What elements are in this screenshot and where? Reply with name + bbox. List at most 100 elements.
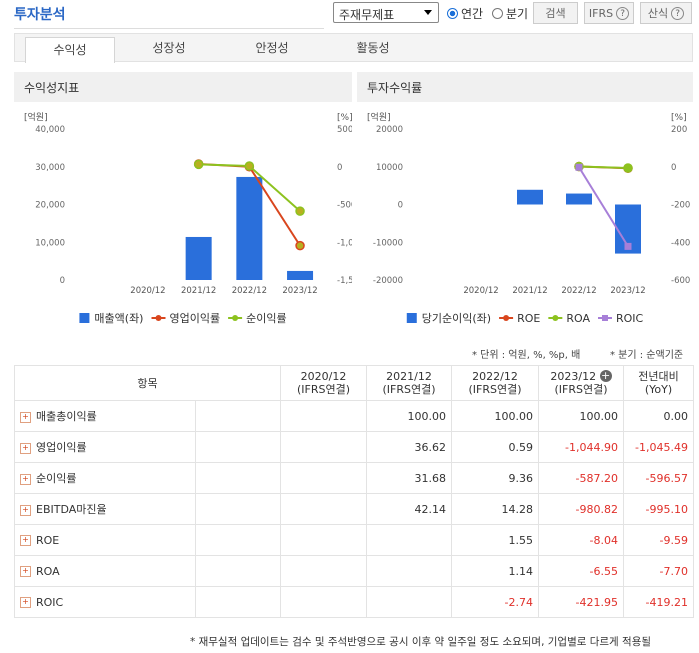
value-cell: [280, 400, 367, 432]
legend: 당기순이익(좌) ROE ROA ROIC: [406, 312, 644, 325]
tab[interactable]: 활동성: [356, 41, 390, 55]
tick-label: 0: [337, 163, 342, 173]
empty-cell: [195, 462, 281, 494]
value-cell: -419.21: [623, 586, 694, 618]
data-table: 항목 2020/12 (IFRS연결) 2021/12 (IFRS연결) 2022/12(…: [14, 365, 694, 618]
tab[interactable]: 성장성: [152, 41, 186, 55]
x-tick-label: 2023/12: [610, 286, 645, 296]
expand-icon: +: [599, 369, 612, 382]
value-cell: 36.62: [366, 431, 452, 463]
radio-label: 연간: [461, 7, 484, 21]
expand-button[interactable]: +: [20, 411, 31, 423]
marker: [193, 159, 204, 170]
tick-label: 500: [337, 125, 352, 135]
tick-label: 10000: [376, 163, 403, 173]
marker: [244, 161, 255, 171]
row-label: ROE: [36, 533, 60, 547]
expand-button[interactable]: +: [20, 535, 31, 546]
empty-cell: [195, 493, 281, 525]
button-label: IFRS: [588, 6, 614, 20]
legend-swatch: [79, 313, 90, 323]
header-sub: (IFRS연결): [468, 383, 522, 396]
legend-label: ROA: [566, 312, 590, 325]
legend-swatch: [406, 313, 417, 323]
value-cell: -596.57: [623, 462, 694, 494]
formula-button[interactable]: 산식?: [640, 2, 692, 24]
bar: [566, 193, 592, 205]
line: [578, 165, 629, 169]
y2-axis-unit: [%]: [671, 113, 687, 123]
empty-cell: [195, 586, 281, 618]
legend-label: ROIC: [616, 312, 644, 325]
table-row: + EBITDA마진율 42.14 14.28 -980.82 -995.10: [14, 493, 694, 525]
header-title: 항목: [137, 376, 158, 390]
header-sub: (IFRS연결): [296, 383, 351, 396]
expand-button[interactable]: +: [20, 597, 31, 608]
legend-label: 당기순이익(좌): [422, 312, 491, 325]
help-icon: ?: [671, 6, 685, 20]
value-cell: 9.36: [451, 462, 539, 494]
tick-label: 0: [398, 201, 403, 211]
x-tick-label: 2022/12: [232, 286, 267, 296]
tick-label: -200: [671, 201, 690, 211]
value-cell: -995.10: [623, 493, 694, 525]
line: [578, 166, 629, 247]
chart-title: 투자수익률: [367, 81, 422, 95]
tab[interactable]: 수익성: [25, 37, 115, 63]
tick-label: -10000: [373, 238, 403, 248]
ifrs-button[interactable]: IFRS?: [584, 2, 634, 24]
legend-marker: [503, 315, 510, 321]
value-cell: -9.59: [623, 524, 694, 556]
header-title: 2023/12: [550, 370, 597, 383]
tab[interactable]: 안정성: [255, 41, 289, 55]
value-cell: [280, 493, 367, 525]
x-tick-label: 2021/12: [181, 286, 216, 296]
expand-button[interactable]: +: [20, 473, 31, 485]
table-row: + ROIC -2.74 -421.95 -419.21: [14, 586, 694, 618]
header-title: 전년대비: [638, 370, 679, 383]
value-cell: -2.74: [451, 586, 539, 618]
dropdown[interactable]: 주재무제표: [333, 2, 439, 23]
row-label-cell: + ROA: [14, 555, 196, 587]
value-cell: 42.14: [366, 493, 452, 525]
panel-header: [14, 72, 352, 102]
tick-label: -1,500: [337, 276, 352, 286]
legend-label: 영업이익률: [169, 312, 220, 325]
row-label: 순이익률: [36, 472, 77, 485]
empty-cell: [195, 524, 281, 556]
value-cell: -980.82: [538, 493, 624, 525]
row-label: ROA: [36, 564, 60, 578]
value-cell: [280, 431, 367, 463]
radio-button: [492, 8, 503, 19]
marker: [295, 240, 305, 251]
search-button[interactable]: 검색: [533, 2, 578, 24]
expand-button[interactable]: +: [20, 442, 31, 454]
radio-quarter[interactable]: 분기: [492, 5, 528, 22]
tick-label: -500: [337, 201, 352, 211]
tick-label: -600: [671, 276, 690, 286]
table-row: + 순이익률 31.68 9.36 -587.20 -596.57: [14, 462, 694, 494]
value-cell: 0.00: [623, 400, 694, 432]
value-cell: [280, 462, 367, 494]
page-title: 투자분석: [14, 7, 66, 23]
header-title: 2021/12: [386, 370, 432, 383]
panel-header: [357, 72, 693, 102]
value-cell: 31.68: [366, 462, 452, 494]
value-cell: 100.00: [538, 400, 624, 432]
table-row: + 영업이익률 36.62 0.59 -1,044.90 -1,045.49: [14, 431, 694, 463]
expand-button[interactable]: +: [20, 566, 31, 577]
value-cell: -1,044.90: [538, 431, 624, 463]
value-cell: [366, 524, 452, 556]
help-icon: ?: [616, 6, 630, 20]
radio-annual[interactable]: 연간: [447, 5, 483, 22]
y-axis-unit: [억원]: [367, 111, 391, 123]
row-label: 영업이익률: [36, 441, 87, 454]
legend-marker: [601, 315, 608, 321]
value-cell: 0.59: [451, 431, 539, 463]
value-cell: 1.14: [451, 555, 539, 587]
row-label: ROIC: [36, 595, 64, 609]
tick-label: 20,000: [35, 201, 65, 211]
legend-label: ROE: [517, 312, 540, 325]
expand-button[interactable]: +: [20, 504, 31, 516]
bar: [236, 176, 263, 280]
